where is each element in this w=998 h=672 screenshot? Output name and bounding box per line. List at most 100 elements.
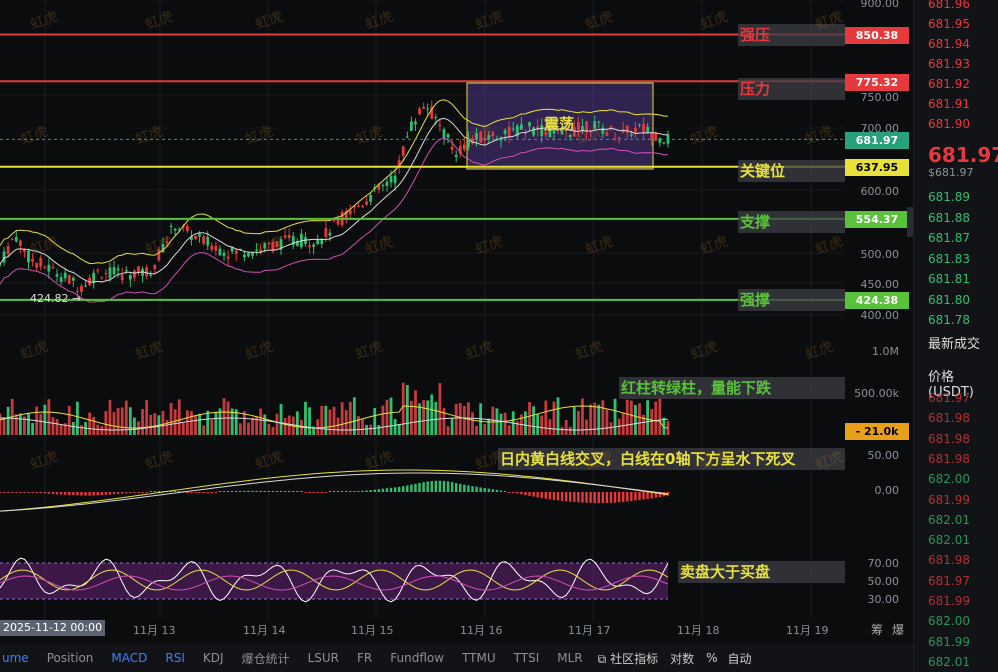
trades-title[interactable]: 最新成交 bbox=[928, 337, 981, 352]
macd-histogram-bar bbox=[2, 492, 6, 493]
candle-body bbox=[308, 245, 311, 247]
macd-histogram-bar bbox=[422, 482, 425, 492]
candle-body bbox=[365, 201, 368, 205]
tab-liquidation[interactable]: 爆仓统计 bbox=[241, 651, 290, 666]
volume-bar bbox=[540, 415, 544, 435]
candle-body bbox=[491, 132, 495, 136]
candle-body bbox=[43, 266, 47, 268]
macd-histogram-bar bbox=[129, 492, 132, 494]
candle-body bbox=[255, 249, 259, 251]
candle-body bbox=[153, 264, 157, 269]
price-axis[interactable]: 900.00 750.00 700.00 600.00 500.00 450.0… bbox=[845, 0, 913, 620]
candle-body bbox=[369, 194, 373, 202]
candlestick-chart[interactable] bbox=[0, 0, 845, 620]
price-tag-support: 554.37 bbox=[845, 211, 909, 228]
volume-bar bbox=[348, 401, 352, 435]
tab-kdj[interactable]: KDJ bbox=[202, 651, 224, 665]
macd-histogram-bar bbox=[577, 492, 580, 503]
candle-body bbox=[646, 126, 650, 134]
macd-histogram-bar bbox=[349, 491, 352, 492]
volume-bar bbox=[344, 410, 348, 435]
time-tick: 11月 14 bbox=[243, 624, 286, 637]
macd-histogram-bar bbox=[385, 488, 389, 492]
macd-histogram-bar bbox=[275, 491, 279, 492]
tab-lsur[interactable]: LSUR bbox=[307, 651, 340, 665]
volume-bar bbox=[613, 398, 617, 435]
community-indicators-button[interactable]: ⧉ 社区指标 bbox=[597, 651, 659, 666]
volume-bar bbox=[47, 399, 51, 435]
candle-body bbox=[128, 275, 132, 280]
ask-price: 681.91 bbox=[928, 97, 970, 111]
macd-histogram-bar bbox=[593, 492, 596, 504]
tab-macd[interactable]: MACD bbox=[111, 651, 148, 665]
candle-body bbox=[605, 132, 609, 136]
tab-fundflow[interactable]: Fundflow bbox=[390, 651, 445, 665]
range-box-label: 震荡 bbox=[544, 115, 575, 133]
volume-bar bbox=[397, 424, 401, 435]
tab-ttmu[interactable]: TTMU bbox=[462, 651, 496, 665]
ask-price: 681.90 bbox=[928, 117, 970, 131]
volume-bar bbox=[605, 409, 609, 435]
percent-scale-toggle[interactable]: % bbox=[706, 651, 718, 665]
candle-body bbox=[157, 249, 161, 261]
trade-price: 682.00 bbox=[928, 614, 970, 629]
chip-distribution-icon[interactable]: 筹 bbox=[871, 623, 884, 637]
tab-rsi[interactable]: RSI bbox=[165, 651, 185, 665]
macd-histogram-bar bbox=[120, 492, 124, 494]
tab-ttsi[interactable]: TTSI bbox=[513, 651, 540, 665]
candle-body bbox=[210, 245, 214, 250]
axis-tick: 0.00 bbox=[874, 484, 900, 497]
macd-histogram-bar bbox=[287, 491, 291, 492]
volume-bar bbox=[218, 408, 222, 435]
macd-histogram-bar bbox=[406, 485, 409, 492]
volume-bar bbox=[560, 426, 564, 435]
volume-bar bbox=[576, 410, 580, 435]
candle-body bbox=[190, 236, 193, 241]
macd-histogram-bar bbox=[589, 492, 592, 503]
macd-histogram-bar bbox=[39, 492, 42, 494]
candle-body bbox=[47, 264, 51, 272]
axis-scroll-handle[interactable] bbox=[907, 207, 913, 237]
candle-body bbox=[120, 275, 124, 281]
tab-volume[interactable]: ume bbox=[2, 651, 29, 665]
macd-histogram-bar bbox=[516, 492, 519, 494]
liquidation-icon[interactable]: 爆 bbox=[892, 623, 905, 637]
volume-bar bbox=[450, 418, 454, 435]
time-tick: 11月 16 bbox=[460, 624, 503, 637]
candle-body bbox=[108, 267, 112, 279]
tab-fr[interactable]: FR bbox=[357, 651, 373, 665]
candle-body bbox=[324, 228, 328, 238]
volume-bar bbox=[202, 425, 206, 435]
candle-body bbox=[658, 138, 662, 143]
candle-body bbox=[31, 258, 34, 262]
macd-histogram-bar bbox=[11, 492, 14, 493]
candle-body bbox=[581, 126, 584, 131]
volume-bar bbox=[18, 413, 22, 435]
volume-bar bbox=[177, 399, 181, 435]
volume-bar bbox=[528, 402, 531, 435]
candle-body bbox=[454, 154, 458, 157]
trade-price: 681.99 bbox=[928, 594, 970, 608]
log-scale-toggle[interactable]: 对数 bbox=[670, 651, 695, 666]
candle-body bbox=[409, 121, 413, 131]
tab-position[interactable]: Position bbox=[46, 651, 94, 665]
volume-bar bbox=[462, 405, 466, 435]
time-axis[interactable]: 2025-11-12 00:00 11月 13 11月 14 11月 15 11… bbox=[0, 620, 913, 642]
chart-area[interactable]: 强压 压力 关键位 支撑 强撑 震荡 424.82 → 红柱转绿柱，量能下跌 日… bbox=[0, 0, 845, 620]
bid-price: 681.78 bbox=[928, 313, 970, 327]
volume-bar bbox=[283, 417, 287, 435]
volume-bar bbox=[51, 417, 55, 435]
macd-histogram-bar bbox=[601, 492, 605, 504]
volume-bar bbox=[63, 423, 67, 435]
macd-histogram-bar bbox=[153, 491, 156, 492]
axis-tick: 750.00 bbox=[860, 91, 900, 104]
macd-histogram-bar bbox=[112, 492, 116, 495]
volume-bar bbox=[238, 423, 242, 435]
auto-scale-toggle[interactable]: 自动 bbox=[727, 651, 752, 666]
tab-mlr[interactable]: MLR bbox=[557, 651, 583, 665]
volume-bar bbox=[552, 401, 556, 435]
price-tag-key: 637.95 bbox=[845, 159, 909, 176]
volume-bar bbox=[609, 422, 613, 435]
volume-bar bbox=[31, 422, 34, 435]
macd-histogram-bar bbox=[320, 492, 323, 493]
